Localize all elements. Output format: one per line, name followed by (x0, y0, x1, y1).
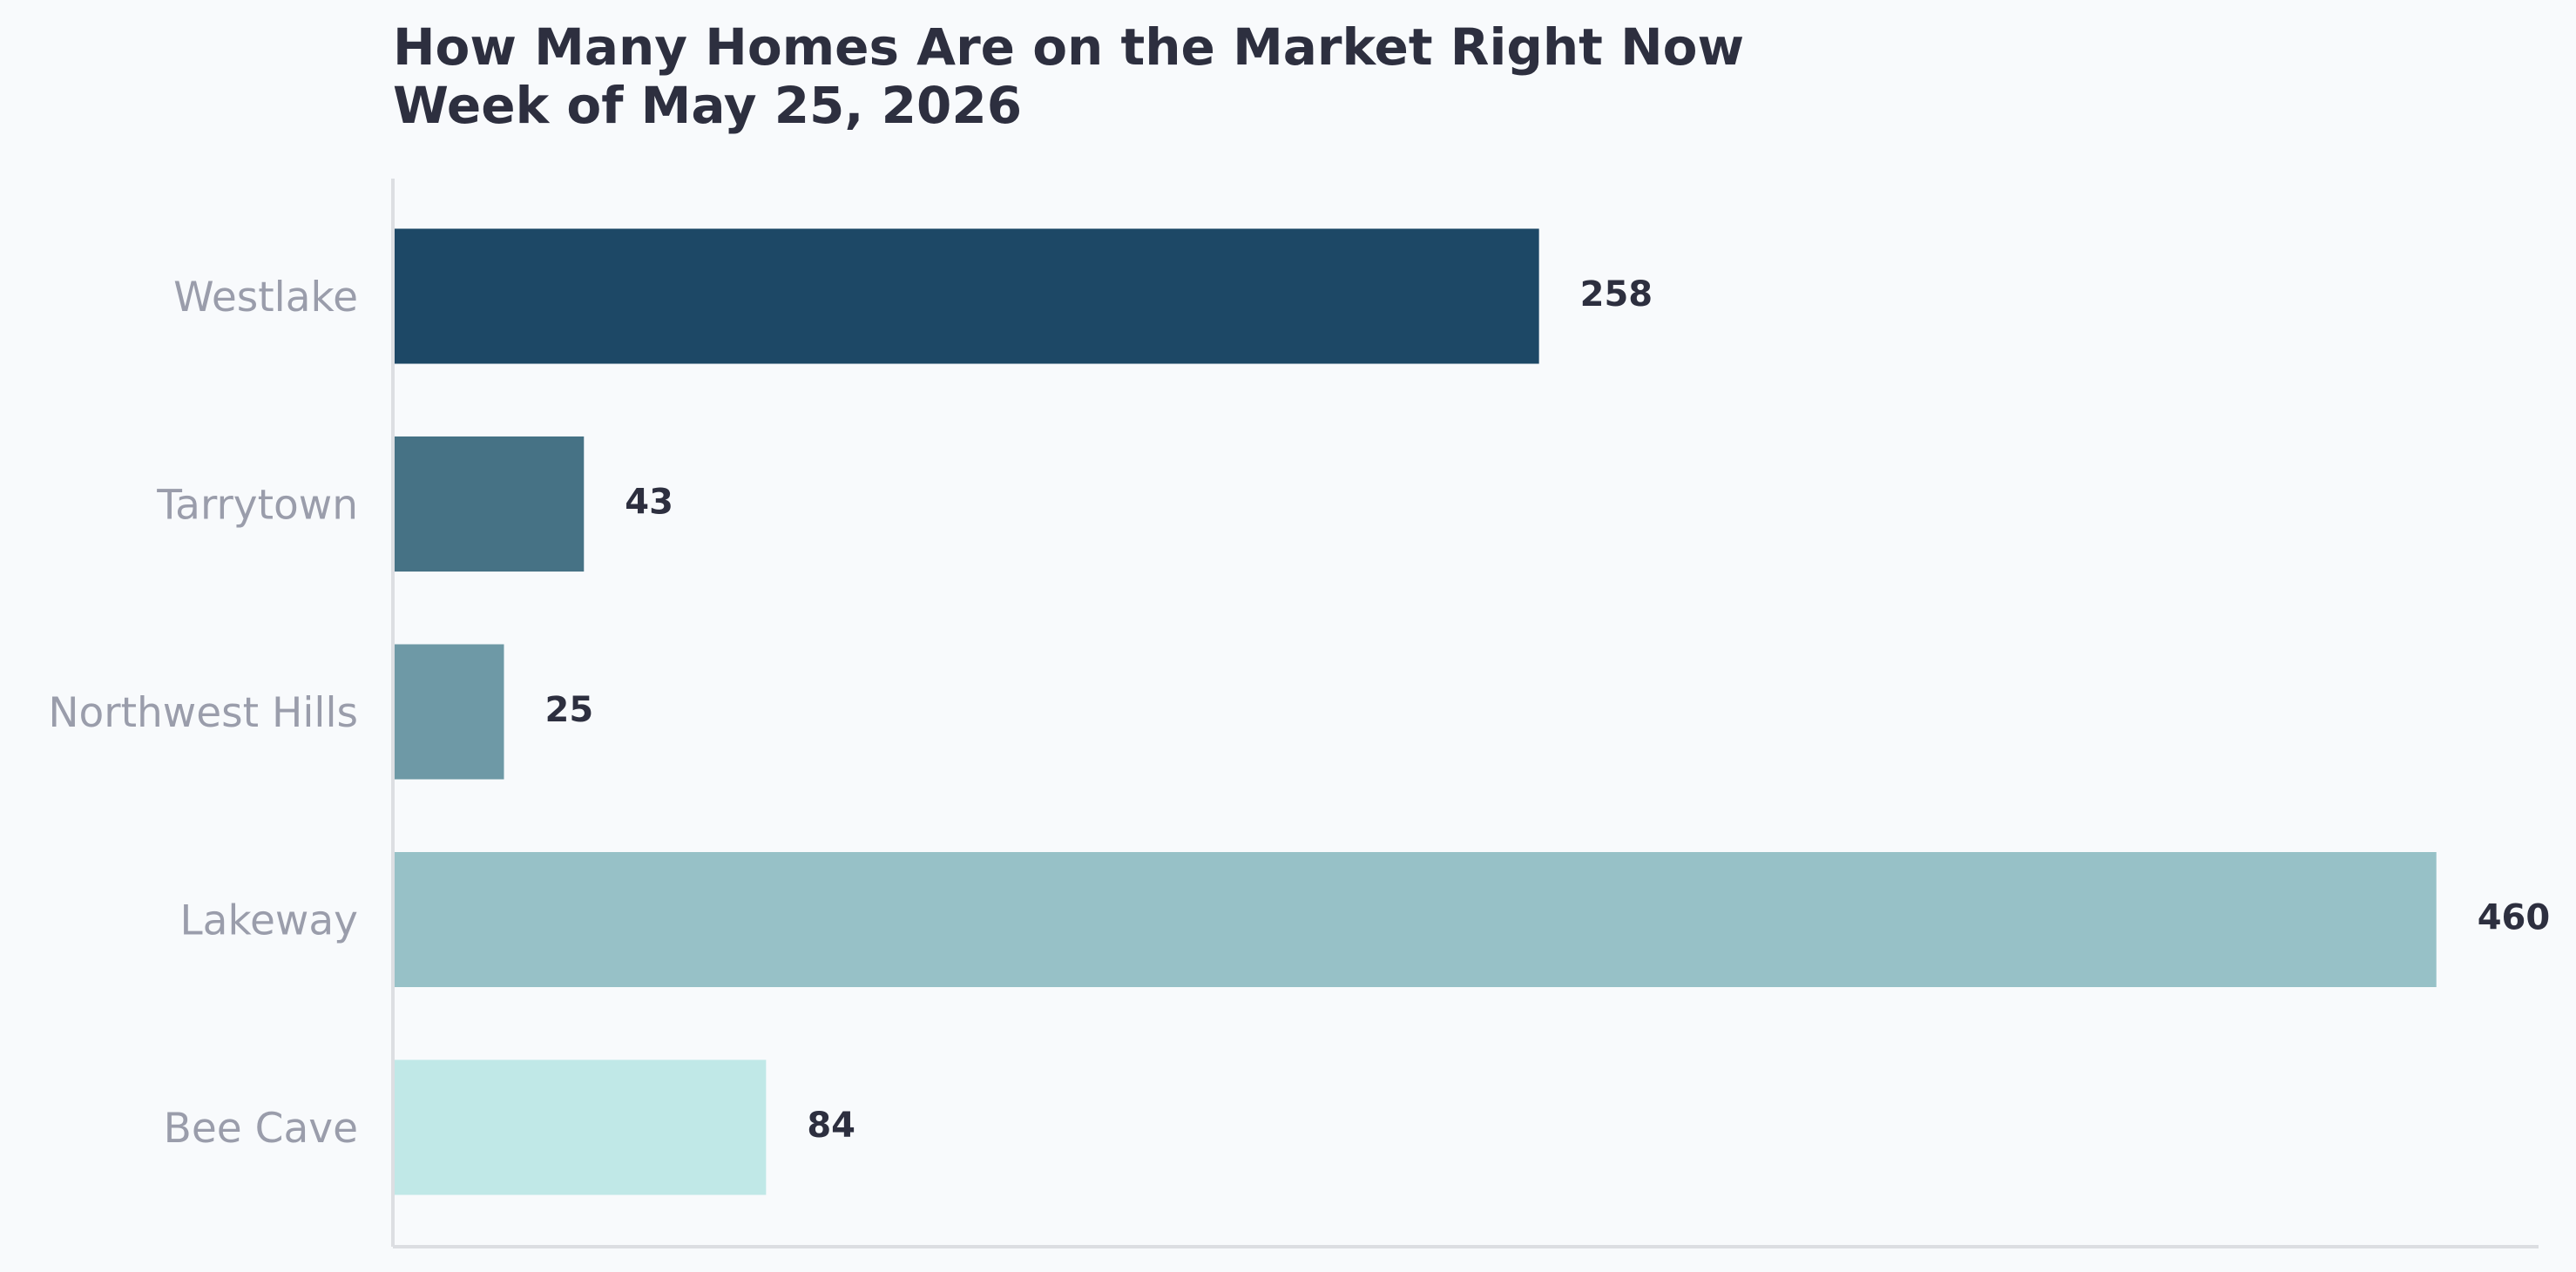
chart-title: How Many Homes Are on the Market Right N… (393, 17, 1744, 77)
chart-title-group: How Many Homes Are on the Market Right N… (393, 17, 1744, 135)
chart-subtitle: Week of May 25, 2026 (393, 76, 1022, 135)
y-tick-label: Bee Cave (164, 1105, 358, 1153)
bar-westlake (393, 228, 1539, 364)
bars-group (393, 228, 2437, 1195)
bar-lakeway (393, 852, 2437, 987)
bar-bee-cave (393, 1059, 767, 1195)
y-tick-label: Westlake (173, 274, 358, 321)
bar-tarrytown (393, 436, 585, 572)
value-labels-group: 258 43 25 460 84 (544, 274, 2550, 1146)
y-tick-label: Northwest Hills (48, 689, 358, 737)
bar-northwest-hills (393, 644, 504, 780)
bar-value-label: 43 (625, 483, 673, 523)
bar-value-label: 258 (1580, 274, 1653, 315)
y-tick-label: Lakeway (179, 897, 358, 945)
bar-value-label: 460 (2478, 898, 2551, 938)
bar-value-label: 25 (544, 690, 593, 730)
bar-value-label: 84 (807, 1106, 855, 1146)
y-axis-tick-labels: Westlake Tarrytown Northwest Hills Lakeway B… (48, 274, 358, 1153)
y-tick-label: Tarrytown (156, 482, 358, 530)
